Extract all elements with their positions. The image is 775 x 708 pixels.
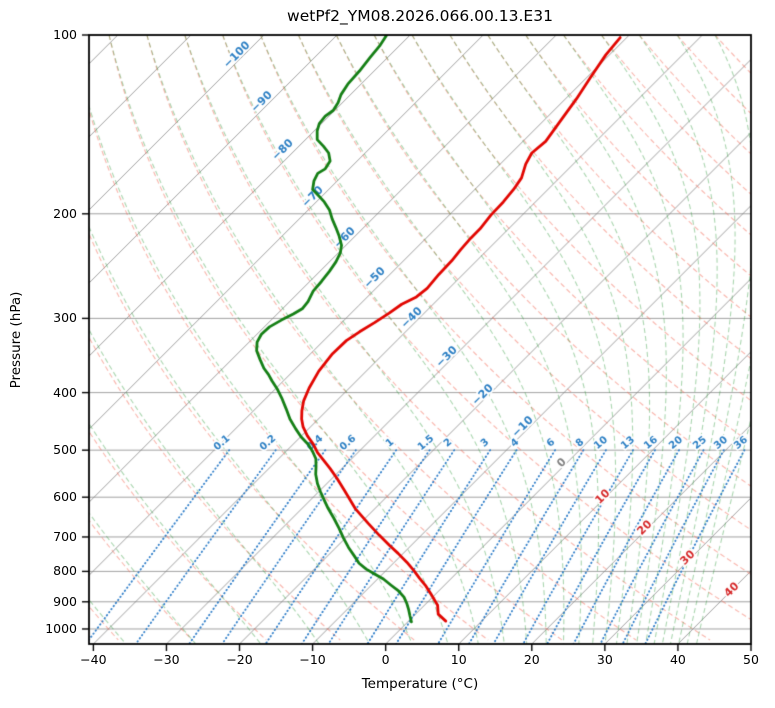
x-tick-label: 30 xyxy=(596,652,613,667)
y-tick-label: 200 xyxy=(53,205,77,221)
y-tick-label: 700 xyxy=(53,528,77,544)
y-tick-label: 300 xyxy=(53,310,77,326)
x-tick-label: −20 xyxy=(226,652,253,667)
y-axis-title: Pressure (hPa) xyxy=(8,291,24,389)
y-tick-label: 100 xyxy=(53,27,77,42)
y-tick-label: 400 xyxy=(53,384,77,400)
x-tick-label: −10 xyxy=(299,652,326,667)
x-axis-title: Temperature (°C) xyxy=(361,676,479,692)
y-tick-label: 1000 xyxy=(45,620,77,636)
x-tick-label: 40 xyxy=(669,652,686,667)
x-tick-label: −40 xyxy=(80,652,107,667)
x-tick-label: 50 xyxy=(743,652,759,667)
y-tick-label: 800 xyxy=(53,563,77,579)
chart-title: wetPf2_YM08.2026.066.00.13.E31 xyxy=(287,7,553,25)
y-tick-label: 500 xyxy=(53,442,77,458)
x-tick-label: 10 xyxy=(450,652,467,667)
x-tick-label: 0 xyxy=(381,652,390,667)
y-tick-label: 900 xyxy=(53,593,77,609)
x-tick-label: 20 xyxy=(523,652,540,667)
y-tick-label: 600 xyxy=(53,489,77,505)
x-tick-label: −30 xyxy=(153,652,180,667)
